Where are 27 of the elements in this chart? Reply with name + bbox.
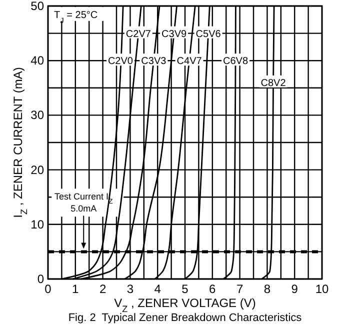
y-tick-label: 10 <box>30 217 44 232</box>
series-label: C3V9 <box>162 28 187 40</box>
series-label: C3V3 <box>141 56 167 68</box>
series-label: C6V8 <box>223 56 248 68</box>
x-tick-label: 10 <box>315 282 329 296</box>
x-tick-label: 6 <box>209 282 216 296</box>
x-tick-label: 4 <box>154 282 162 296</box>
y-tick-label: 0 <box>37 272 44 286</box>
series-label: C8V2 <box>260 78 286 89</box>
y-tick-label: 40 <box>30 54 44 68</box>
y-tick-label: 50 <box>30 0 44 13</box>
x-tick-label: 1 <box>72 282 80 296</box>
x-tick-label: 7 <box>236 282 244 296</box>
series-label: C5V6 <box>196 28 222 40</box>
series-label: C2V0 <box>108 56 134 68</box>
x-tick-label: 3 <box>126 282 134 296</box>
text: Fig. 2 Typical Zener Breakdown Characteristics <box>68 312 302 324</box>
y-tick-label: 30 <box>30 108 44 122</box>
annotation: T$_{J}$ = 25°C <box>54 10 98 24</box>
x-axis-title: V$_{Z}$, ZENER VOLTAGE (V) <box>114 296 256 314</box>
x-tick-label: 8 <box>264 282 271 296</box>
series-label: C2V7 <box>126 28 152 40</box>
x-tick-label: 9 <box>291 282 298 296</box>
x-tick-label: 2 <box>99 282 106 296</box>
y-tick-label: 20 <box>30 162 44 177</box>
series-label: C4V7 <box>176 56 202 68</box>
x-tick-label: 5 <box>182 282 189 296</box>
